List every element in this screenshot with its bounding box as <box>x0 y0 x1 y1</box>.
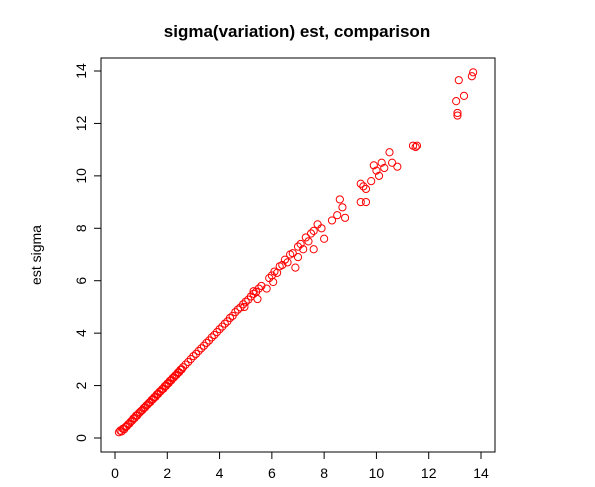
data-point <box>388 158 397 167</box>
data-point <box>361 184 371 194</box>
data-point <box>215 325 224 334</box>
data-point <box>327 216 337 225</box>
data-point <box>367 177 376 186</box>
data-point <box>254 284 263 293</box>
data-point <box>127 416 137 425</box>
x-tick-label: 4 <box>216 465 224 481</box>
data-point <box>125 419 134 428</box>
data-point <box>184 357 193 367</box>
data-point <box>210 330 219 340</box>
data-point <box>253 294 262 304</box>
data-point <box>280 255 290 264</box>
data-point <box>262 284 271 293</box>
y-tick-label: 4 <box>73 329 89 337</box>
data-point <box>202 338 211 347</box>
x-tick-label: 12 <box>421 465 437 481</box>
data-point <box>452 97 461 106</box>
data-point <box>393 162 402 171</box>
y-axis-title: est sigma <box>28 225 44 285</box>
data-point <box>161 381 171 390</box>
data-point <box>240 302 249 312</box>
data-point <box>293 253 303 262</box>
data-point <box>369 161 378 170</box>
data-point <box>459 91 469 101</box>
data-point <box>269 277 278 287</box>
data-point <box>454 76 463 85</box>
data-point <box>335 195 344 204</box>
x-tick-label: 0 <box>111 465 119 481</box>
data-point <box>380 163 389 173</box>
data-point <box>309 245 318 254</box>
data-points <box>114 68 478 437</box>
data-point <box>309 226 318 236</box>
data-point <box>385 148 394 157</box>
data-point <box>218 322 227 331</box>
data-point <box>249 289 258 298</box>
data-point <box>278 260 287 270</box>
data-point <box>241 297 250 306</box>
data-point <box>231 308 240 317</box>
chart-title: sigma(variation) est, comparison <box>164 22 430 41</box>
y-axis: 0 2 4 6 8 10 12 14 <box>73 63 102 442</box>
data-point <box>320 234 329 243</box>
x-tick-label: 6 <box>268 465 276 481</box>
data-point <box>361 197 371 207</box>
data-point <box>304 237 313 246</box>
data-point <box>469 68 478 77</box>
y-tick-label: 14 <box>73 63 89 79</box>
data-point <box>411 142 420 152</box>
data-point <box>374 171 384 180</box>
data-point <box>377 158 386 167</box>
data-point <box>338 203 347 212</box>
data-point <box>181 360 190 369</box>
data-point <box>225 313 235 323</box>
data-point <box>359 182 368 191</box>
data-point <box>356 179 365 188</box>
y-tick-label: 12 <box>73 115 89 131</box>
data-point <box>293 242 303 251</box>
data-point <box>197 344 206 353</box>
data-point <box>467 72 476 81</box>
data-point <box>317 224 326 233</box>
y-tick-label: 6 <box>73 277 89 285</box>
data-point <box>306 229 316 238</box>
data-point <box>207 333 216 342</box>
data-point <box>212 327 222 337</box>
y-tick-label: 10 <box>73 168 89 184</box>
x-axis: 0 2 4 6 8 10 12 14 <box>111 451 489 481</box>
data-point <box>299 245 308 254</box>
data-point <box>453 111 462 120</box>
data-point <box>189 352 198 361</box>
data-point <box>257 281 266 291</box>
data-point <box>340 213 350 222</box>
x-tick-label: 14 <box>473 465 489 481</box>
data-point <box>412 141 422 150</box>
data-point <box>453 108 462 118</box>
x-tick-label: 10 <box>369 465 385 481</box>
x-tick-label: 8 <box>320 465 328 481</box>
data-point <box>333 211 342 220</box>
data-point <box>249 287 258 296</box>
data-point <box>191 349 201 358</box>
data-point <box>356 197 365 207</box>
data-point <box>372 166 381 175</box>
data-point <box>186 355 195 364</box>
data-point <box>199 341 208 350</box>
data-point <box>220 319 229 328</box>
y-tick-label: 8 <box>73 224 89 232</box>
data-point <box>291 263 300 272</box>
x-tick-label: 2 <box>163 465 171 481</box>
data-point <box>194 346 203 356</box>
data-point <box>283 258 292 267</box>
y-tick-label: 0 <box>73 434 89 442</box>
data-point <box>288 249 297 258</box>
data-point <box>296 239 305 249</box>
y-tick-label: 2 <box>73 381 89 389</box>
data-point <box>172 370 181 379</box>
data-point <box>178 363 188 372</box>
data-point <box>313 220 322 229</box>
